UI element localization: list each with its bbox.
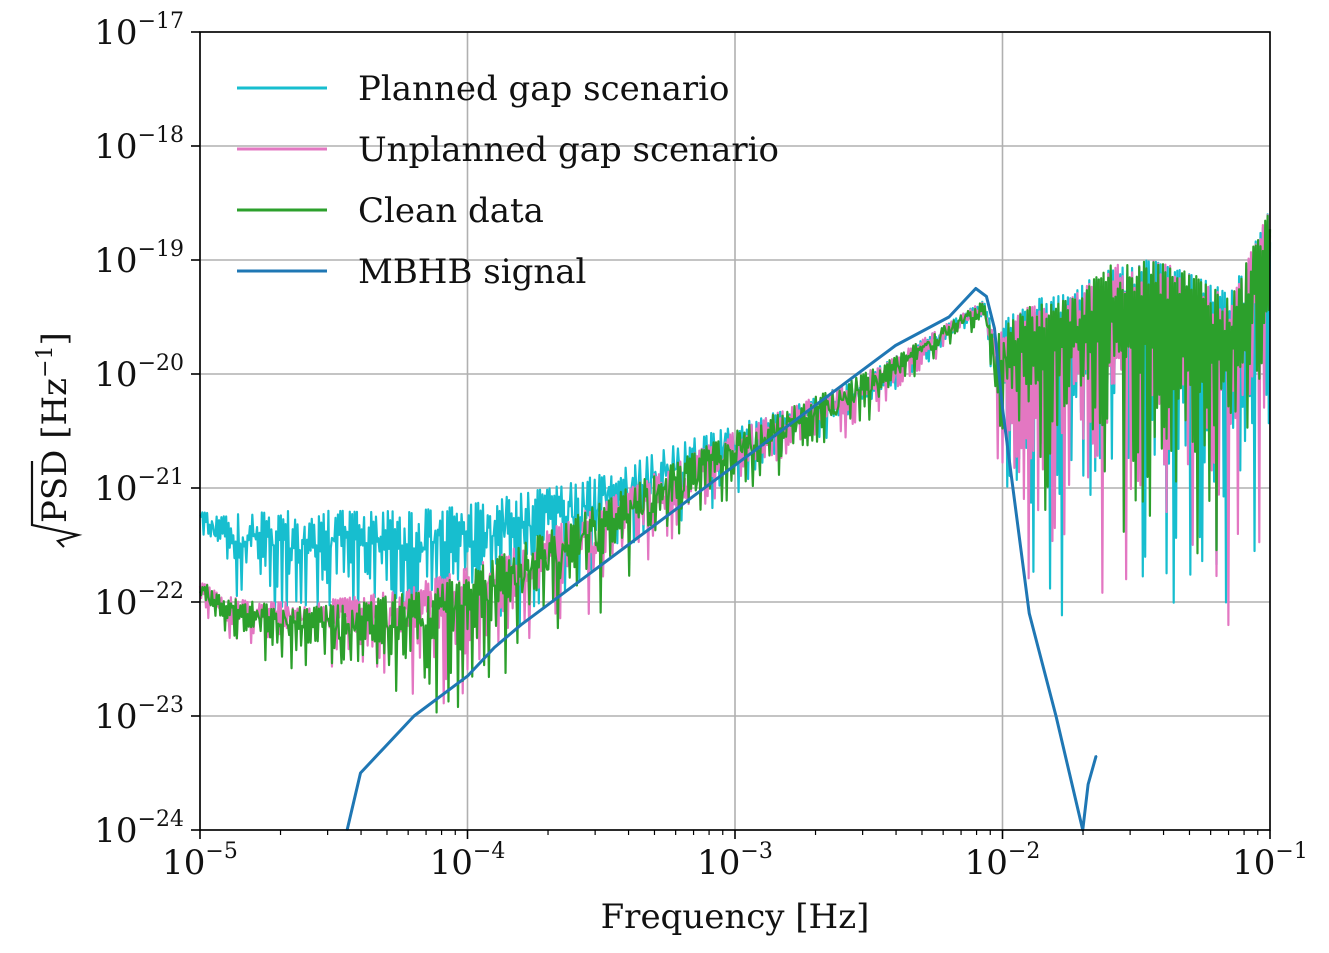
series-mbhb-signal-point (985, 295, 988, 298)
series-mbhb-signal-point (1014, 509, 1017, 512)
y-tick-label: 10−22 (94, 579, 184, 623)
ylabel-unit-close: ] (35, 332, 75, 345)
x-tick-label: 10−4 (430, 839, 506, 883)
y-tick-label: 10−18 (94, 123, 184, 167)
legend-entry: Planned gap scenario (237, 69, 730, 109)
x-tick-label: 10−1 (1232, 839, 1308, 883)
series-mbhb-signal-point (573, 584, 576, 586)
series-mbhb-signal-point (520, 623, 522, 626)
y-tick-label: 10−20 (94, 351, 184, 395)
series-mbhb-signal-point (974, 287, 977, 290)
series-mbhb-signal-point (1095, 755, 1098, 757)
ylabel-radicand: PSD (35, 450, 75, 523)
x-tick-label: 10−5 (162, 839, 238, 883)
series-mbhb-signal-point (948, 316, 950, 318)
legend-entry: MBHB signal (237, 252, 586, 292)
series-mbhb-signal-point (1001, 407, 1004, 410)
series-mbhb-signal-point (680, 504, 683, 506)
y-axis-label: PSD [Hz−1] (30, 332, 83, 548)
series-mbhb-signal-point (787, 424, 790, 427)
series-mbhb-signal-point (627, 544, 629, 546)
ticks (191, 31, 1271, 839)
legend-label: Clean data (358, 191, 544, 231)
series-clean-data-line (198, 214, 1272, 714)
series-mbhb-signal-point (993, 327, 996, 330)
y-tick-label: 10−23 (94, 693, 184, 737)
legend: Planned gap scenario Unplanned gap scenar… (237, 69, 779, 292)
sqrt-radical-icon (30, 461, 83, 548)
y-tick-label: 10−24 (94, 807, 184, 851)
series-mbhb-signal-point (1087, 783, 1089, 786)
legend-entry: Clean data (237, 191, 544, 231)
y-tick-label: 10−21 (94, 465, 184, 509)
legend-entry: Unplanned gap scenario (237, 130, 779, 170)
series-mbhb-signal-point (841, 384, 843, 387)
x-axis-label: Frequency [Hz] (601, 897, 870, 937)
legend-label: Unplanned gap scenario (358, 130, 779, 170)
series-mbhb-signal-point (413, 715, 415, 717)
series-mbhb-signal-point (466, 675, 469, 677)
ylabel-unit-exp: −1 (33, 345, 58, 377)
legend-label: MBHB signal (358, 252, 586, 292)
series-mbhb-signal-point (1055, 715, 1057, 717)
series-mbhb-signal-point (493, 646, 496, 649)
series-mbhb-signal-point (359, 772, 362, 774)
legend-label: Planned gap scenario (358, 69, 730, 109)
x-tick-label: 10−3 (697, 839, 773, 883)
series-mbhb-signal-point (894, 344, 897, 347)
series-mbhb-signal-point (734, 464, 736, 467)
y-tick-label: 10−17 (94, 9, 184, 53)
y-tick-label: 10−19 (94, 237, 184, 281)
series-mbhb-signal-point (1028, 612, 1031, 615)
tick-labels: 10−5 10−4 10−3 10−2 10−1 10−24 10−23 10−22 10−21… (94, 9, 1308, 883)
series-layer (198, 213, 1272, 832)
series-mbhb-signal-point (1068, 772, 1071, 774)
ylabel-unit-open: [Hz (35, 378, 75, 439)
x-tick-label: 10−2 (965, 839, 1041, 883)
svg-text:PSD [Hz−1]: PSD [Hz−1] (33, 332, 75, 523)
